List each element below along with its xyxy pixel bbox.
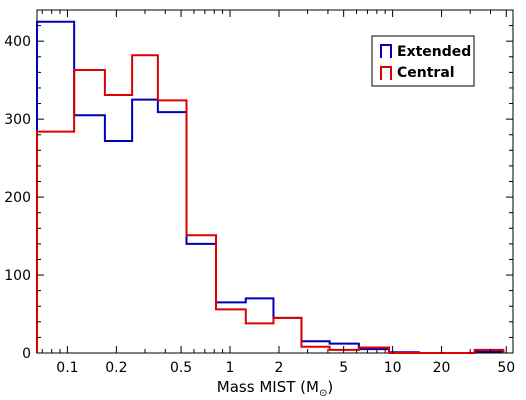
- series-central-line: [36, 54, 505, 354]
- x-axis-title-main: Mass MIST (M: [217, 378, 319, 396]
- legend-label-extended: Extended: [397, 44, 471, 60]
- x-axis-title: Mass MIST (M⊙): [217, 378, 333, 399]
- x-axis-title-close: ): [327, 378, 333, 396]
- y-tick-label: 0: [22, 346, 31, 362]
- x-tick-label: 50: [497, 360, 515, 376]
- series-layer: [36, 20, 505, 354]
- ticks-layer: [37, 10, 513, 354]
- legend: Extended Central: [371, 35, 475, 87]
- x-tick-label: 5: [339, 360, 348, 376]
- y-tick-label: 100: [4, 268, 31, 284]
- y-tick-label: 300: [4, 112, 31, 128]
- x-axis-title-subscript: ⊙: [319, 388, 327, 399]
- x-tick-label: 0.5: [170, 360, 192, 376]
- y-tick-label: 200: [4, 190, 31, 206]
- x-tick-label: 10: [384, 360, 402, 376]
- x-tick-label: 0.2: [105, 360, 127, 376]
- y-tick-labels: 0 100 200 300 400: [4, 34, 31, 362]
- legend-marker-extended: [380, 44, 392, 58]
- x-tick-label: 20: [433, 360, 451, 376]
- x-tick-label: 1: [226, 360, 235, 376]
- legend-marker-central: [380, 66, 392, 80]
- x-tick-label: 0.1: [56, 360, 78, 376]
- x-tick-label: 2: [275, 360, 284, 376]
- legend-label-central: Central: [397, 65, 455, 81]
- x-tick-labels: 0.1 0.2 0.5 1 2 5 10 20 50: [56, 360, 515, 376]
- y-tick-label: 400: [4, 34, 31, 50]
